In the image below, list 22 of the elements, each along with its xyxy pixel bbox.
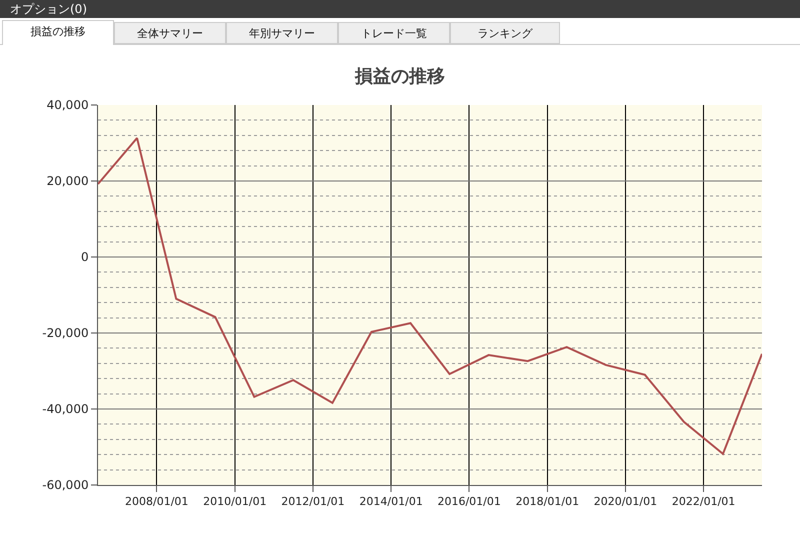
x-tick-label: 2008/01/01 <box>125 495 188 508</box>
y-tick-label: 20,000 <box>46 174 89 188</box>
text: 年別サマリー <box>226 22 338 44</box>
y-tick-label: -40,000 <box>42 402 89 416</box>
text: トレード一覧 <box>338 22 450 44</box>
y-tick-label: -60,000 <box>42 478 89 492</box>
chart-title: 損益の推移 <box>354 66 445 88</box>
text: ランキング <box>450 22 560 44</box>
text: 損益の推移 <box>2 20 114 45</box>
x-tick-label: 2010/01/01 <box>203 495 267 508</box>
y-tick-label: 40,000 <box>46 98 89 112</box>
x-tick-label: 2016/01/01 <box>437 495 501 508</box>
x-tick-label: 2022/01/01 <box>672 495 736 508</box>
x-tick-label: 2014/01/01 <box>359 495 423 508</box>
text: オプション(0) <box>0 0 800 18</box>
x-tick-label: 2012/01/01 <box>281 495 345 508</box>
line-series <box>98 137 762 455</box>
y-tick-label: -20,000 <box>42 326 89 340</box>
y-tick-label: 0 <box>80 250 89 264</box>
x-tick-label: 2020/01/01 <box>594 495 658 508</box>
text: 全体サマリー <box>114 22 226 44</box>
x-tick-label: 2018/01/01 <box>516 495 580 508</box>
